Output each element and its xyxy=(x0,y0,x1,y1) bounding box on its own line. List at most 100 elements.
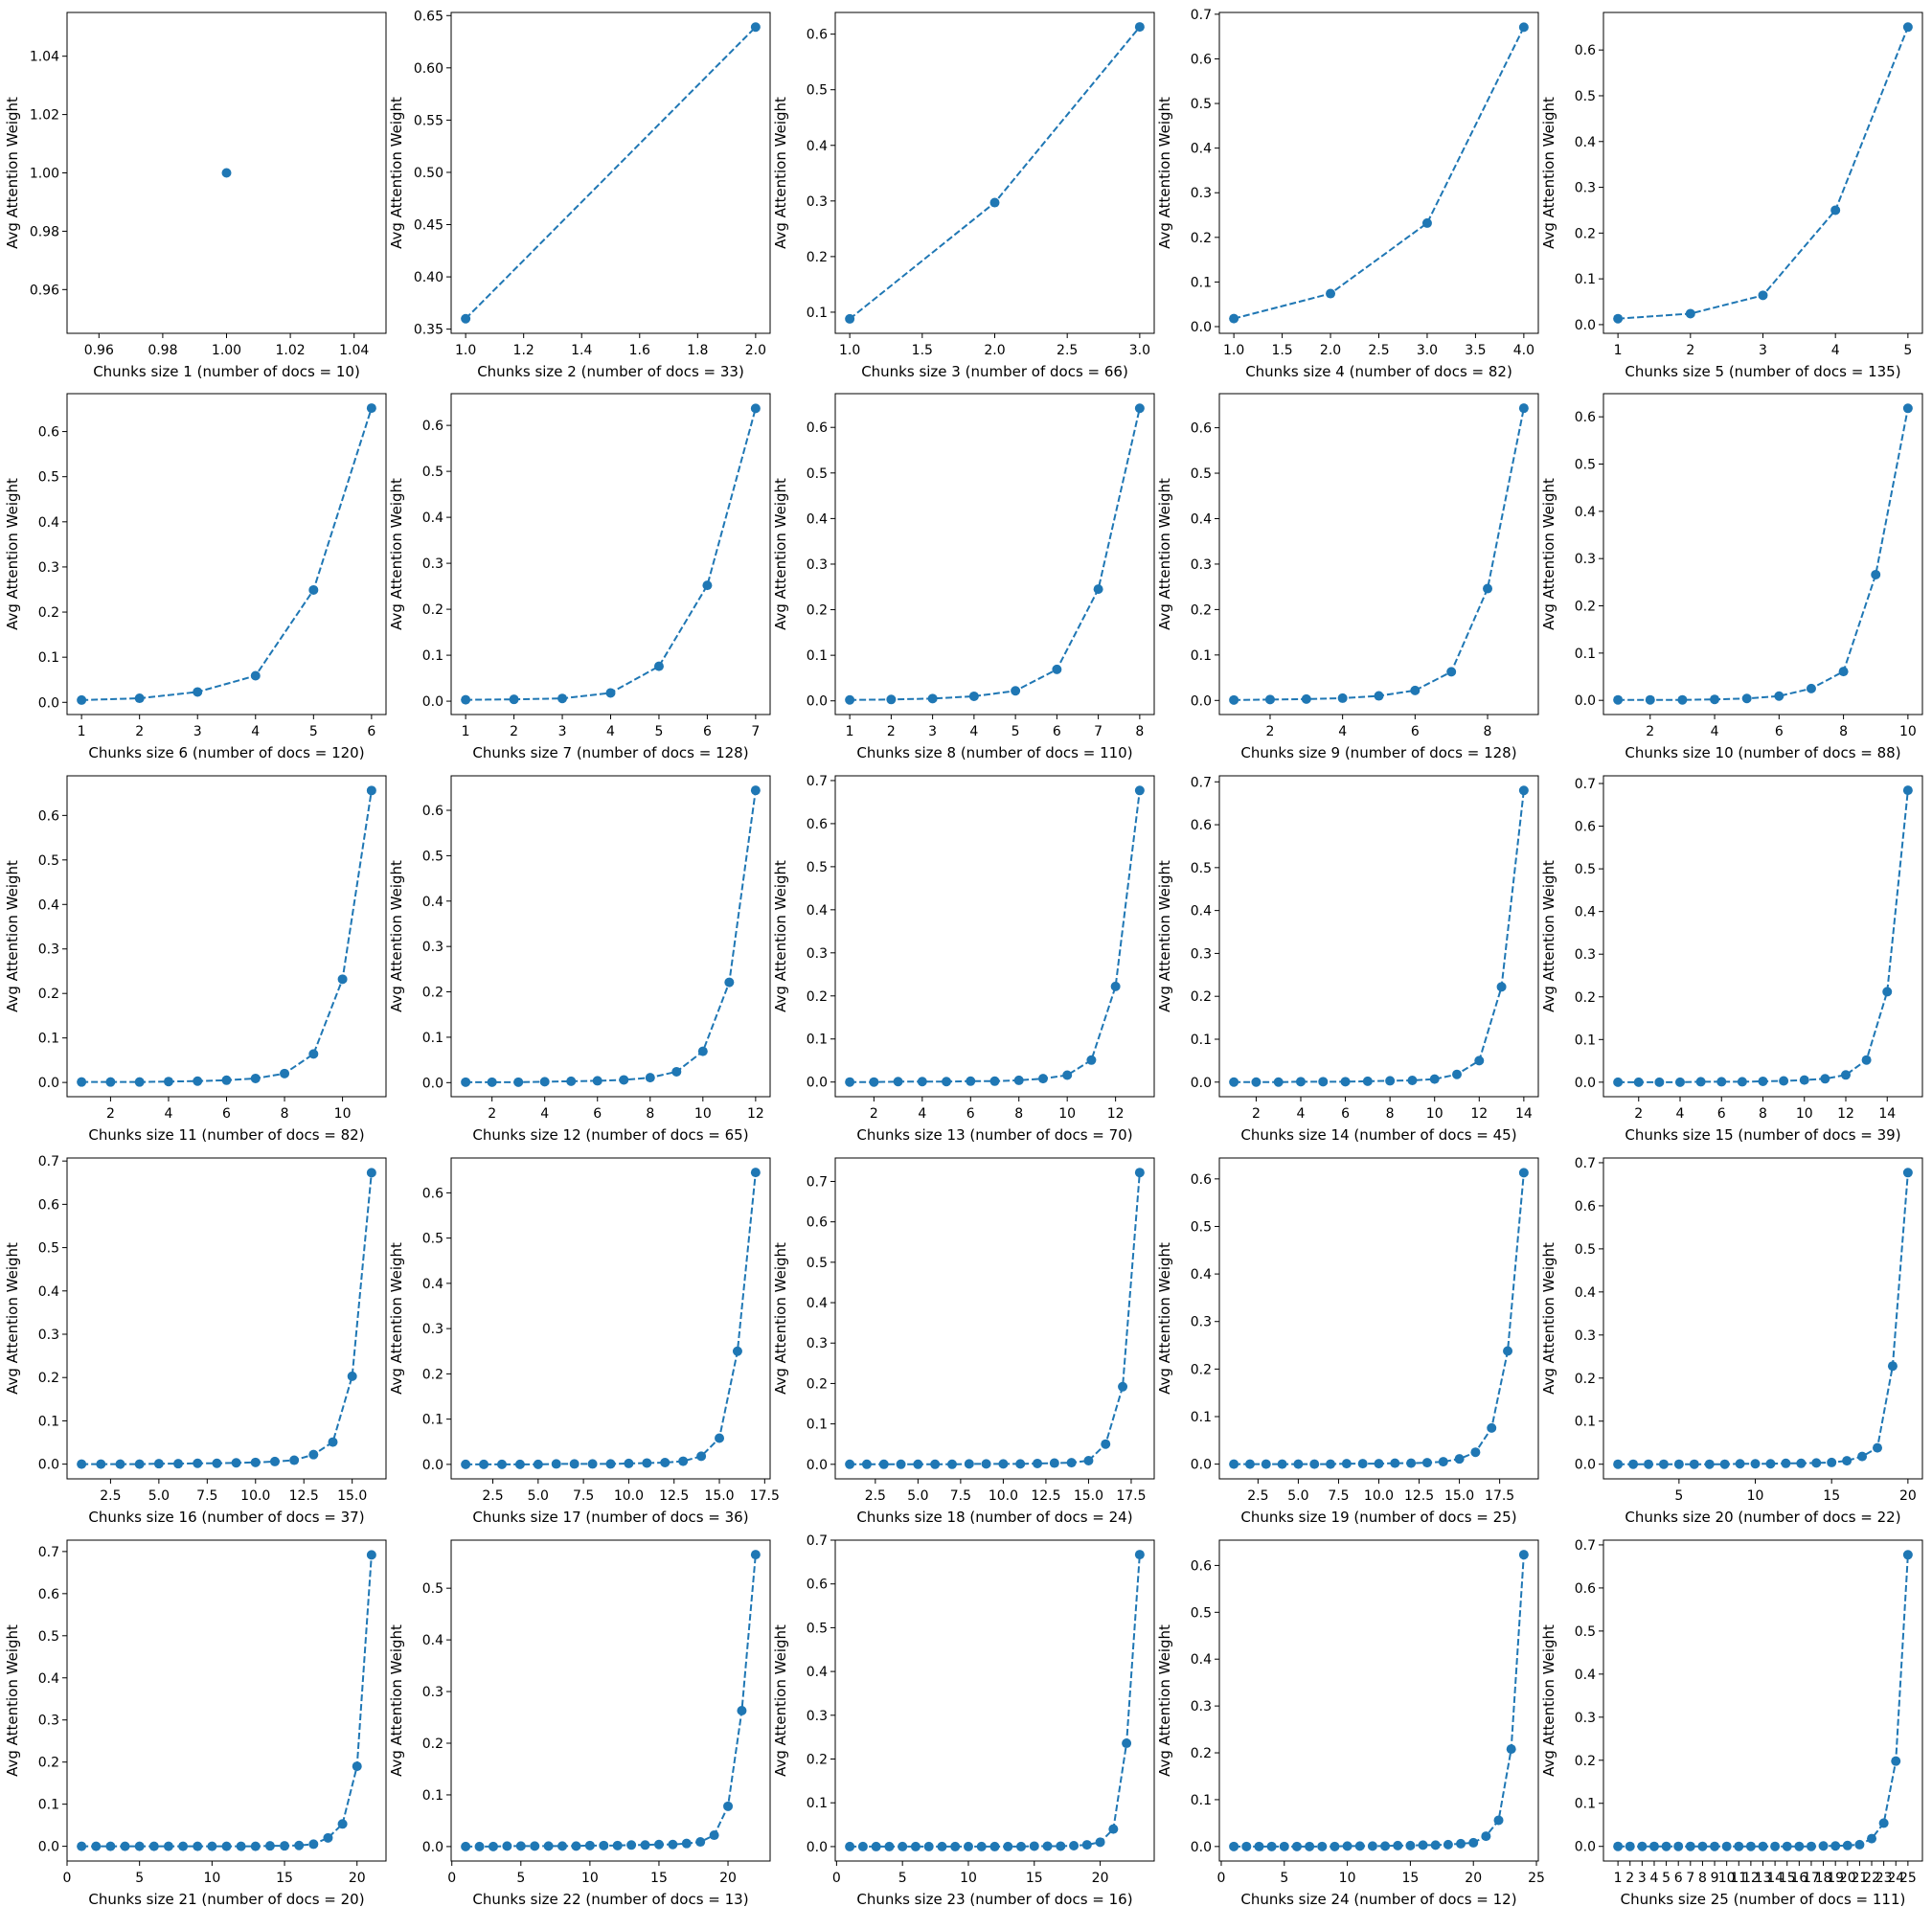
x-tick-label: 1.5 xyxy=(1271,343,1292,358)
series-line xyxy=(466,1172,757,1465)
y-tick-label: 0.96 xyxy=(30,283,59,298)
data-point xyxy=(1470,1447,1481,1458)
data-point xyxy=(1015,1459,1026,1469)
x-tick-label: 3.5 xyxy=(1465,343,1486,358)
axes-frame xyxy=(1218,11,1539,334)
data-point xyxy=(1354,1841,1365,1851)
x-axis-label: Chunks size 2 (number of docs = 33) xyxy=(477,363,744,380)
x-tick-label: 20 xyxy=(1899,1488,1917,1504)
y-tick-label: 0.6 xyxy=(422,804,443,819)
data-point xyxy=(77,694,87,705)
y-tick-label: 0.6 xyxy=(38,1197,59,1213)
data-point xyxy=(1341,1459,1352,1469)
data-point xyxy=(989,197,1000,208)
data-point xyxy=(845,1077,855,1087)
x-tick-label: 5 xyxy=(898,1871,907,1886)
data-point xyxy=(1134,785,1145,796)
axes-frame xyxy=(450,775,771,1098)
data-point xyxy=(250,1457,261,1467)
data-point xyxy=(678,1456,689,1466)
data-point xyxy=(461,1841,471,1851)
y-tick-label: 0.5 xyxy=(1191,1605,1212,1621)
x-axis-label: Chunks size 3 (number of docs = 66) xyxy=(861,363,1128,380)
y-tick-label: 0.0 xyxy=(807,1076,828,1091)
x-tick-label: 15.0 xyxy=(337,1488,367,1504)
y-tick-label: 0.0 xyxy=(1191,1458,1212,1473)
data-point xyxy=(308,1049,319,1059)
data-point xyxy=(337,974,348,985)
data-point xyxy=(878,1459,889,1469)
data-point xyxy=(946,1459,957,1469)
data-point xyxy=(1374,1459,1384,1469)
data-point xyxy=(1406,1458,1417,1468)
series-line xyxy=(1618,26,1909,320)
data-point xyxy=(514,1459,525,1469)
chart-panel-25: 0.00.10.20.30.40.50.60.71 2 3 4 5 6 7 8 9 1011121… xyxy=(1540,1538,1923,1907)
axes-frame xyxy=(1218,775,1539,1098)
x-tick-label: 1.04 xyxy=(339,343,369,358)
y-tick-label: 0.5 xyxy=(1575,1242,1596,1258)
y-tick-label: 0.6 xyxy=(422,419,443,434)
y-tick-label: 0.1 xyxy=(807,1418,828,1433)
data-point xyxy=(1673,1841,1684,1851)
data-point xyxy=(1735,1459,1745,1469)
data-point xyxy=(587,1459,598,1469)
data-point xyxy=(1037,1074,1048,1084)
data-point xyxy=(1734,1841,1744,1851)
x-tick-label: 2 xyxy=(887,724,896,739)
data-point xyxy=(913,1459,923,1469)
data-point xyxy=(1326,1459,1336,1469)
data-point xyxy=(308,1839,319,1850)
y-tick-label: 0.0 xyxy=(1191,320,1212,335)
chart-panel-12: 0.0 0.1 0.2 0.3 0.4 0.5 0.6 2 4 6 8 10 12 Chunks size… xyxy=(388,775,771,1144)
x-tick-label: 6 xyxy=(222,1106,231,1122)
data-point xyxy=(337,1819,348,1829)
x-tick-label: 10.0 xyxy=(1364,1488,1394,1504)
data-point xyxy=(366,1168,376,1178)
y-axis-label: Avg Attention Weight xyxy=(388,478,405,630)
y-tick-label: 0.6 xyxy=(807,817,828,832)
x-tick-label: 7.5 xyxy=(196,1488,217,1504)
data-point xyxy=(968,691,979,701)
data-point xyxy=(1134,1550,1145,1560)
x-tick-label: 15.0 xyxy=(1074,1488,1103,1504)
data-point xyxy=(1648,1841,1659,1851)
x-tick-label: 12.5 xyxy=(1404,1488,1434,1504)
series-line xyxy=(1233,26,1525,320)
data-point xyxy=(1305,1841,1315,1851)
x-tick-label: 2 xyxy=(1646,724,1654,739)
x-tick-label: 1.0 xyxy=(839,343,860,358)
data-point xyxy=(1229,1841,1239,1851)
data-point xyxy=(1062,1070,1073,1080)
data-point xyxy=(1633,1077,1644,1087)
data-point xyxy=(231,1458,241,1468)
data-point xyxy=(612,1840,623,1850)
y-axis-label: Avg Attention Weight xyxy=(1156,1242,1173,1395)
chart-panel-10: 0.0 0.1 0.2 0.3 0.4 0.5 0.6 2 4 6 8 10 Chunks size 1… xyxy=(1540,393,1923,761)
y-tick-label: 0.3 xyxy=(1575,947,1596,963)
data-point xyxy=(1741,693,1752,704)
data-point xyxy=(250,1073,261,1083)
data-point xyxy=(557,1841,568,1851)
data-point xyxy=(715,1433,725,1443)
x-tick-label: 5 xyxy=(135,1871,144,1886)
y-tick-label: 0.4 xyxy=(807,903,828,919)
x-tick-label: 0 xyxy=(447,1871,456,1886)
x-axis-label: Chunks size 5 (number of docs = 135) xyxy=(1625,363,1900,380)
data-point xyxy=(1095,1837,1105,1848)
data-point xyxy=(1318,1077,1329,1087)
data-point xyxy=(163,1077,173,1087)
x-tick-label: 2 xyxy=(1266,724,1275,739)
x-tick-label: 5 xyxy=(1280,1871,1288,1886)
y-tick-label: 0.0 xyxy=(807,1840,828,1855)
axes-frame xyxy=(1218,1539,1539,1862)
x-tick-label: 13 xyxy=(1755,1871,1772,1886)
x-axis-label: Chunks size 21 (number of docs = 20) xyxy=(88,1891,364,1907)
data-point xyxy=(1811,1458,1822,1468)
x-tick-label: 10 xyxy=(1747,1488,1764,1504)
y-tick-label: 0.3 xyxy=(1575,1328,1596,1344)
y-tick-label: 0.5 xyxy=(1575,1624,1596,1640)
data-point xyxy=(1796,1458,1807,1468)
x-tick-label: 3 xyxy=(1759,343,1767,358)
